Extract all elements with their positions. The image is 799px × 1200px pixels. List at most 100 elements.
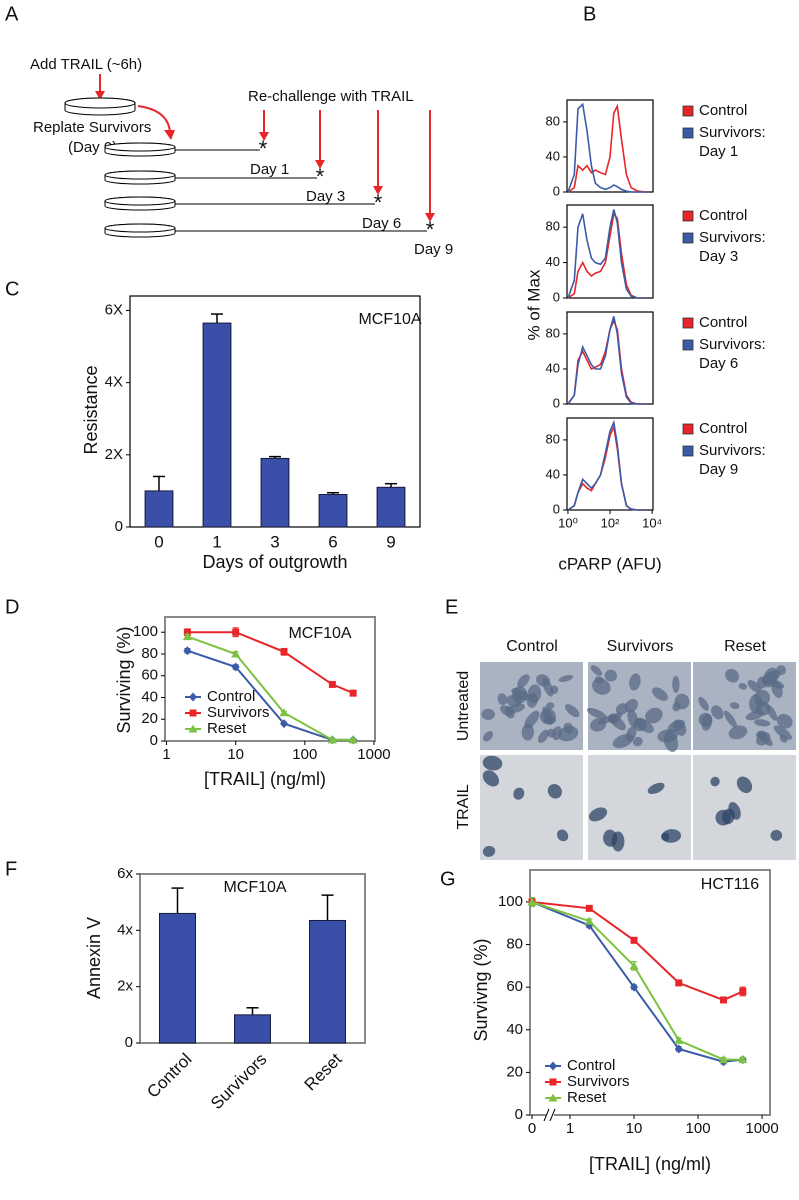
- y-tick-label: 20: [141, 710, 158, 727]
- x-tick-label: 1000: [357, 746, 390, 763]
- x-tick-label: 3: [270, 532, 279, 551]
- marker: [675, 979, 683, 987]
- series-line: [567, 209, 646, 299]
- arrow: [137, 105, 171, 133]
- cell: [482, 731, 494, 742]
- marker: [548, 1093, 558, 1102]
- cell: [753, 689, 771, 706]
- marker: [738, 1055, 748, 1064]
- marker: [549, 1061, 557, 1071]
- legend-label: Survivors:: [699, 336, 766, 353]
- marker: [739, 987, 747, 995]
- marker: [232, 628, 240, 636]
- y-tick-label: 0: [515, 1106, 523, 1123]
- legend-swatch: [682, 423, 694, 435]
- cell: [565, 704, 580, 718]
- x-tick-label: Control: [143, 1050, 195, 1102]
- legend-label: Control: [699, 420, 747, 437]
- legend-label: Control: [699, 314, 747, 331]
- panel-label: B: [583, 3, 596, 25]
- cell: [723, 710, 737, 728]
- x-tick-label: Reset: [301, 1049, 346, 1094]
- cell: [701, 713, 712, 731]
- dish: [104, 223, 176, 233]
- cell: [521, 723, 535, 741]
- cell: [517, 674, 530, 688]
- marker: [231, 649, 241, 658]
- x-axis-label: Days of outgrowth: [202, 552, 347, 572]
- legend-label: Control: [699, 207, 747, 224]
- marker: [674, 1035, 684, 1044]
- panel-label: G: [440, 868, 456, 890]
- asterisk: *: [316, 164, 325, 189]
- y-tick-label: 80: [141, 645, 158, 662]
- y-tick-label: 0: [115, 518, 123, 535]
- y-tick-label: 40: [546, 466, 560, 481]
- cell: [482, 755, 503, 771]
- marker: [720, 996, 728, 1004]
- annotation: MCF10A: [223, 879, 286, 896]
- cell: [526, 692, 538, 708]
- plot-frame: [529, 869, 771, 1116]
- diagram-text: Day 6: [362, 215, 401, 232]
- axis-break: [543, 1108, 550, 1122]
- marker: [549, 1078, 557, 1086]
- y-tick-label: 6X: [105, 301, 123, 318]
- cell: [660, 832, 670, 841]
- cell: [754, 719, 771, 727]
- asterisk: *: [259, 136, 268, 161]
- legend-label: Survivors:: [699, 229, 766, 246]
- cell: [590, 718, 607, 732]
- x-tick-label: 6: [328, 532, 337, 551]
- legend-subtitle: Day 9: [699, 461, 738, 478]
- bar: [309, 919, 346, 1044]
- marker: [348, 735, 358, 744]
- diagram-text: Add TRAIL (~6h): [30, 56, 142, 73]
- y-tick-label: 80: [546, 325, 560, 340]
- y-tick-label: 4x: [117, 921, 133, 938]
- legend-label: Survivors: [567, 1073, 630, 1090]
- y-axis-label: Survivng (%): [471, 938, 491, 1041]
- cell: [767, 678, 785, 689]
- marker: [183, 646, 192, 656]
- cell: [482, 845, 496, 857]
- cell: [607, 713, 620, 724]
- cell: [500, 705, 513, 716]
- series-line: [567, 318, 646, 405]
- x-tick-label: 100: [686, 1120, 711, 1137]
- cell: [547, 784, 562, 799]
- series-line: [531, 901, 743, 1061]
- legend-swatch: [682, 127, 694, 139]
- micrograph: [480, 755, 583, 860]
- marker: [527, 897, 537, 906]
- y-tick-label: 40: [546, 254, 560, 269]
- panel-label: D: [5, 596, 19, 618]
- y-axis-label: Annexin V: [84, 917, 104, 999]
- panel-label: C: [5, 278, 19, 300]
- x-tick-label: 1: [162, 746, 170, 763]
- dish-row: * Day 6: [104, 110, 401, 232]
- cell: [770, 829, 783, 841]
- x-axis-label: cPARP (AFU): [558, 554, 661, 573]
- legend-swatch: [682, 232, 694, 244]
- y-tick-label: 0: [125, 1034, 133, 1051]
- cell: [761, 670, 781, 685]
- y-tick-label: 6x: [117, 865, 133, 882]
- legend-label: Control: [567, 1057, 615, 1074]
- panel-label: A: [5, 3, 19, 25]
- cell: [629, 673, 641, 691]
- marker: [279, 708, 289, 717]
- cell: [776, 713, 793, 729]
- cell: [624, 698, 638, 713]
- cell: [603, 829, 618, 847]
- cell: [657, 729, 678, 743]
- cell: [722, 808, 735, 825]
- legend-label: Control: [699, 102, 747, 119]
- y-tick-label: 100: [133, 623, 158, 640]
- marker: [327, 735, 337, 744]
- cell: [612, 733, 634, 749]
- x-tick-label: 9: [386, 532, 395, 551]
- y-tick-label: 4X: [105, 374, 123, 391]
- y-axis-label: % of Max: [524, 269, 543, 340]
- y-tick-label: 80: [546, 431, 560, 446]
